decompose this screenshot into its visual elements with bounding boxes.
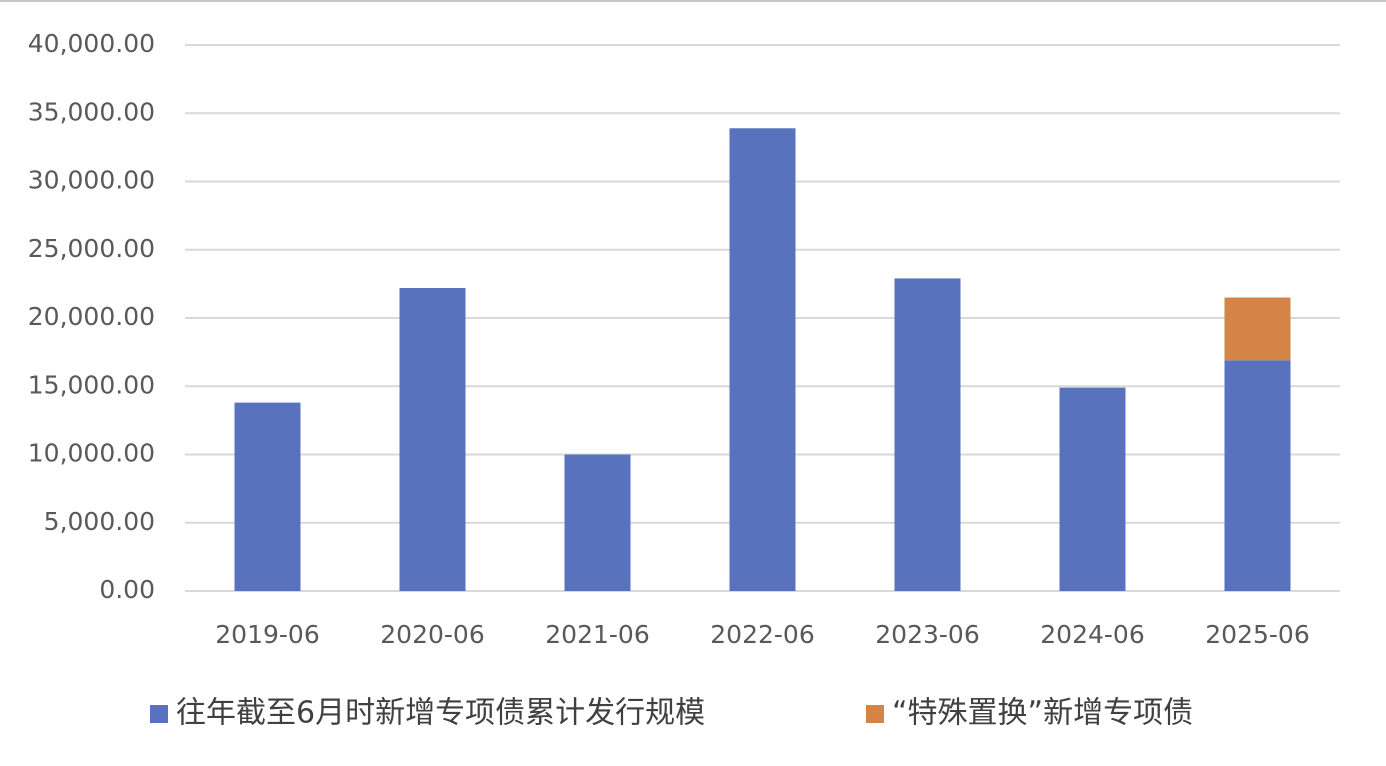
bar	[564, 454, 631, 591]
bar	[399, 287, 466, 591]
bar	[729, 128, 796, 591]
legend-swatch	[866, 705, 884, 723]
bar	[234, 402, 301, 591]
bar	[1059, 387, 1126, 591]
x-tick-label: 2023-06	[875, 620, 979, 649]
y-tick-label: 0.00	[99, 575, 155, 604]
y-tick-label: 35,000.00	[28, 97, 155, 126]
y-tick-label: 10,000.00	[28, 439, 155, 468]
x-tick-label: 2025-06	[1205, 620, 1309, 649]
bar	[1224, 297, 1291, 361]
x-tick-label: 2022-06	[710, 620, 814, 649]
y-tick-label: 25,000.00	[28, 234, 155, 263]
bar	[894, 278, 961, 591]
legend-label: “特殊置换”新增专项债	[892, 696, 1193, 731]
y-tick-label: 15,000.00	[28, 370, 155, 399]
y-tick-label: 30,000.00	[28, 166, 155, 195]
x-tick-label: 2024-06	[1040, 620, 1144, 649]
y-tick-label: 40,000.00	[28, 29, 155, 58]
bar	[1224, 360, 1291, 591]
legend-swatch	[150, 705, 168, 723]
x-tick-label: 2021-06	[545, 620, 649, 649]
y-tick-label: 20,000.00	[28, 302, 155, 331]
y-tick-label: 5,000.00	[44, 507, 155, 536]
legend: 往年截至6月时新增专项债累计发行规模 “特殊置换”新增专项债	[150, 696, 1193, 731]
x-tick-label: 2019-06	[215, 620, 319, 649]
legend-label: 往年截至6月时新增专项债累计发行规模	[176, 696, 705, 731]
x-tick-label: 2020-06	[380, 620, 484, 649]
